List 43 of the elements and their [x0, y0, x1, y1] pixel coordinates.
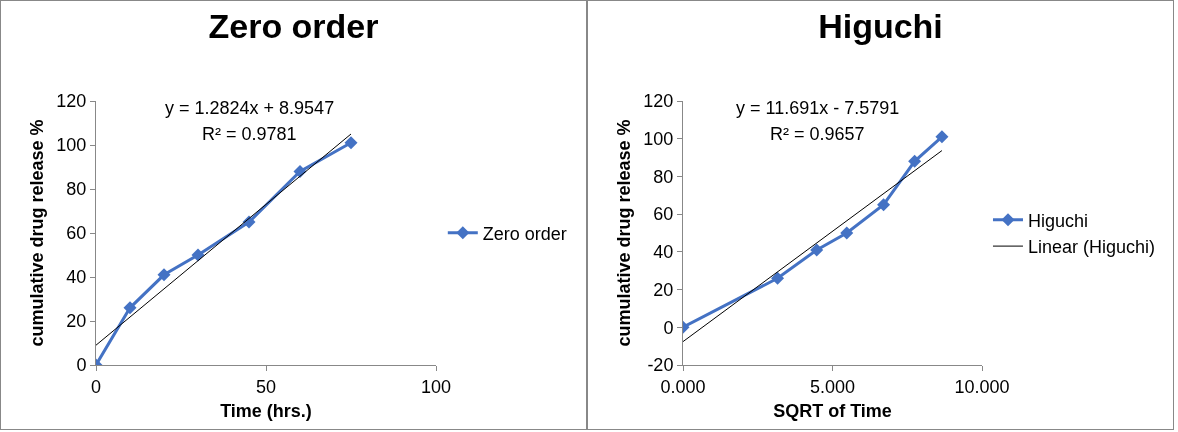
- y-tick-label: 0: [76, 355, 87, 376]
- y-tick-label: 40: [653, 242, 674, 263]
- x-axis-title: Time (hrs.): [220, 400, 312, 421]
- y-axis-title: cumulative drug release %: [26, 119, 47, 347]
- y-tick-label: 20: [653, 279, 674, 300]
- chart-title: Zero order: [208, 6, 379, 45]
- legend-label: Higuchi: [1027, 210, 1089, 231]
- y-tick-label: -20: [647, 355, 674, 376]
- y-tick-label: 80: [653, 166, 674, 187]
- point: [771, 271, 785, 285]
- y-tick-label: 120: [643, 91, 674, 112]
- y-tick-label: 40: [66, 267, 87, 288]
- x-axis-title: SQRT of Time: [773, 400, 892, 421]
- annotation: R² = 0.9781: [202, 124, 297, 144]
- y-axis-title: cumulative drug release %: [613, 119, 634, 347]
- legend-label: Zero order: [482, 223, 567, 244]
- y-tick-label: 0: [663, 317, 674, 338]
- point: [810, 243, 824, 257]
- point: [908, 154, 922, 168]
- x-tick-label: 0: [90, 376, 102, 397]
- y-tick-label: 100: [643, 129, 674, 150]
- point: [344, 136, 358, 150]
- y-tick-label: 20: [66, 311, 87, 332]
- chart-title: Higuchi: [818, 6, 943, 45]
- x-tick-label: 10.000: [954, 376, 1010, 397]
- y-tick-label: 100: [56, 135, 87, 156]
- y-tick-label: 120: [56, 91, 87, 112]
- y-tick-label: 60: [66, 223, 87, 244]
- point: [935, 130, 949, 144]
- x-tick-label: 100: [420, 376, 452, 397]
- annotation: y = 11.691x - 7.5791: [736, 98, 900, 118]
- annotation: R² = 0.9657: [770, 124, 865, 144]
- point: [123, 301, 137, 315]
- point: [877, 198, 891, 212]
- x-tick-label: 50: [255, 376, 277, 397]
- point: [157, 268, 171, 282]
- y-tick-label: 60: [653, 204, 674, 225]
- legend-label: Linear (Higuchi): [1027, 237, 1156, 258]
- y-tick-label: 80: [66, 179, 87, 200]
- x-tick-label: 5.000: [809, 376, 856, 397]
- annotation: y = 1.2824x + 8.9547: [165, 98, 335, 118]
- point: [840, 226, 854, 240]
- x-tick-label: 0.000: [660, 376, 706, 397]
